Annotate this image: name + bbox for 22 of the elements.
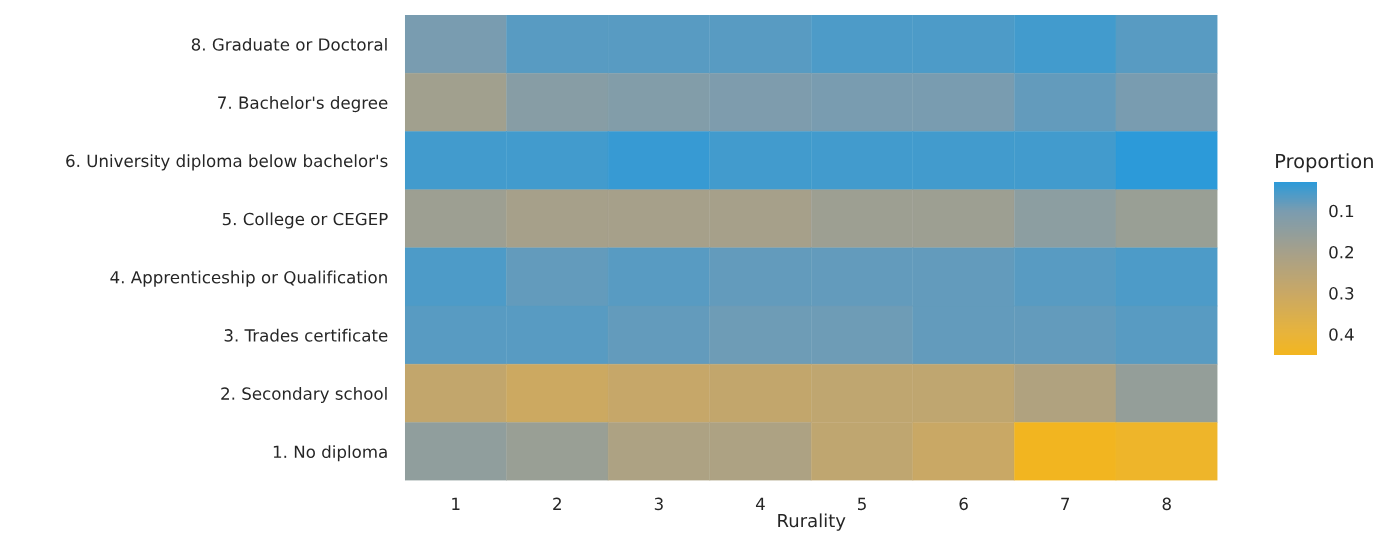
y-tick-label: 5. College or CEGEP <box>222 212 388 229</box>
x-tick-label: 2 <box>553 497 561 510</box>
color-bar-label: 0.1 <box>1329 204 1354 218</box>
x-tick-label: 3 <box>654 497 663 511</box>
x-tick-label: 7 <box>1061 497 1070 510</box>
x-tick-label: 1 <box>452 497 460 510</box>
x-tick-label: 8 <box>1162 497 1171 511</box>
color-bar-label: 0.4 <box>1329 328 1354 341</box>
x-axis-title: Rurality <box>778 513 846 531</box>
y-tick-label: 2. Secondary school <box>221 386 387 404</box>
color-bar-label: 0.3 <box>1329 287 1354 300</box>
y-tick-label: 6. University diploma below bachelor's <box>66 154 388 171</box>
y-tick-label: 1. No diploma <box>273 445 387 462</box>
x-tick-label: 4 <box>755 497 765 510</box>
y-tick-label: 7. Bachelor's degree <box>218 96 388 113</box>
y-tick-label: 8. Graduate or Doctoral <box>191 37 387 51</box>
y-tick-label: 4. Apprenticeship or Qualification <box>110 270 387 287</box>
color-bar-title: Proportion <box>1276 153 1373 173</box>
color-bar-label: 0.2 <box>1329 245 1353 259</box>
y-tick-label: 3. Trades certificate <box>224 328 388 342</box>
x-tick-label: 6 <box>959 497 968 511</box>
x-tick-label: 5 <box>858 497 866 511</box>
